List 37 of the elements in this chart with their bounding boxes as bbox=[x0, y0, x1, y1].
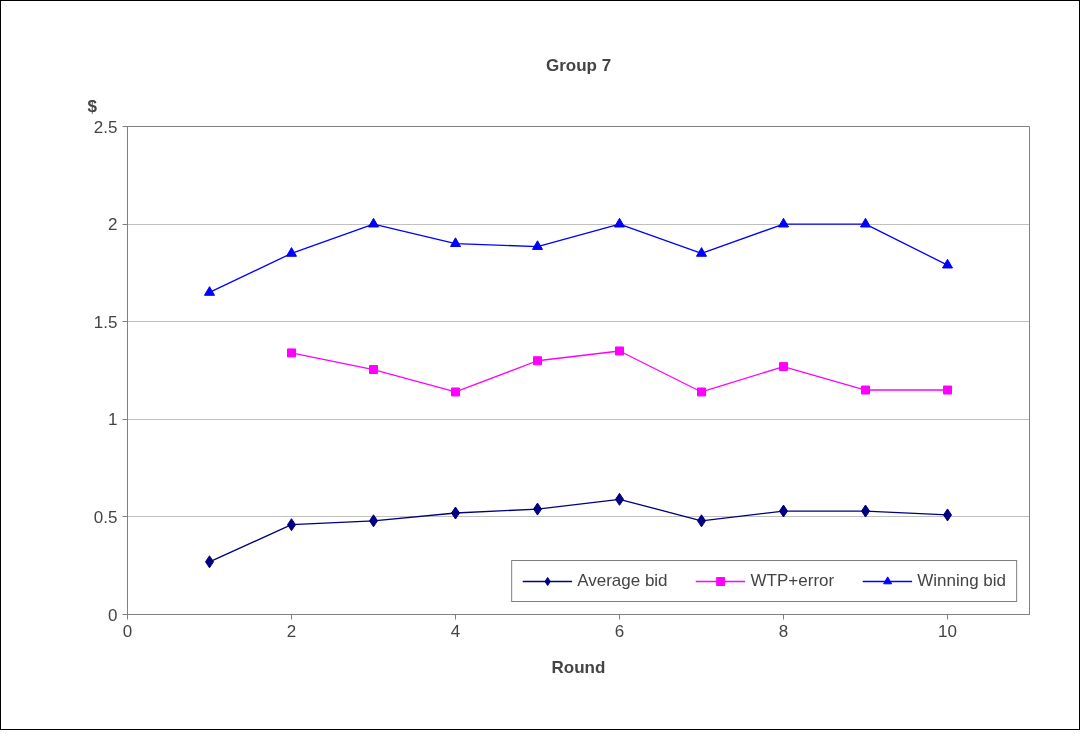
y-tick-label: 0 bbox=[108, 605, 118, 625]
point bbox=[204, 286, 215, 296]
legend-label: Average bid bbox=[577, 571, 668, 591]
legend-label: Winning bid bbox=[917, 571, 1006, 591]
point bbox=[860, 217, 871, 228]
y-tick-label: 2 bbox=[108, 215, 118, 235]
y-tick-label: 0.5 bbox=[93, 507, 118, 527]
y-tick-label: 2.5 bbox=[93, 117, 118, 137]
point bbox=[287, 348, 296, 358]
legend-label: WTP+error bbox=[750, 571, 835, 591]
x-tick-label: 0 bbox=[122, 621, 133, 641]
point bbox=[450, 237, 461, 248]
point bbox=[942, 258, 953, 269]
x-tick-label: 10 bbox=[938, 621, 957, 641]
x-tick-label: 2 bbox=[286, 621, 297, 641]
point bbox=[614, 217, 625, 228]
x-tick-label: 6 bbox=[614, 621, 625, 641]
point bbox=[696, 247, 707, 257]
point bbox=[532, 240, 543, 250]
point bbox=[615, 346, 624, 356]
point bbox=[779, 362, 788, 372]
y-axis-title: $ bbox=[87, 96, 98, 116]
point bbox=[778, 217, 789, 228]
y-tick-label: 1.5 bbox=[93, 312, 118, 332]
point bbox=[451, 387, 460, 397]
point bbox=[943, 385, 952, 395]
point bbox=[533, 356, 542, 366]
point bbox=[286, 247, 297, 257]
x-tick-label: 8 bbox=[778, 621, 789, 641]
point bbox=[861, 385, 870, 395]
chart-title: Group 7 bbox=[545, 55, 612, 75]
x-tick-label: 4 bbox=[450, 621, 461, 641]
x-axis-title: Round bbox=[551, 657, 606, 677]
point bbox=[369, 365, 378, 375]
point bbox=[697, 387, 706, 397]
y-tick-label: 1 bbox=[108, 410, 118, 430]
point bbox=[368, 217, 379, 228]
